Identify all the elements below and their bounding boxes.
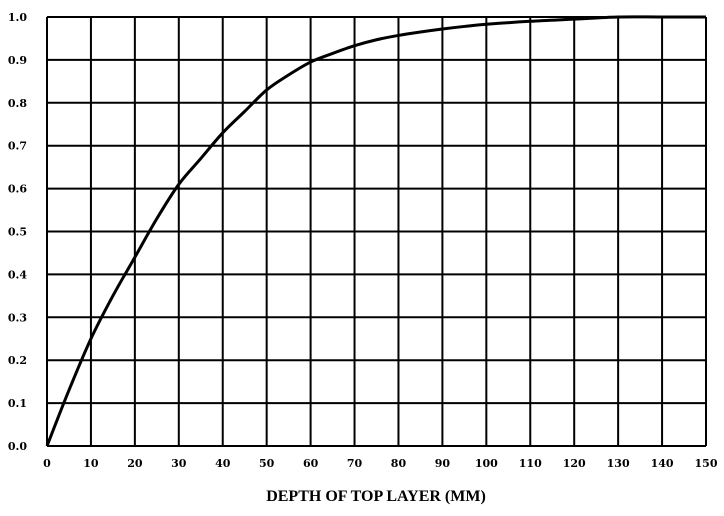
x-tick-label: 140 [651,457,674,470]
x-tick-label: 80 [391,457,407,470]
y-tick-label: 0.7 [8,140,27,153]
x-tick-label: 10 [83,457,99,470]
x-tick-label: 50 [259,457,275,470]
x-tick-label: 40 [215,457,231,470]
x-tick-label: 0 [43,457,51,470]
y-tick-label: 0.5 [8,226,27,239]
y-tick-label: 0.9 [8,54,27,67]
y-tick-label: 0.1 [8,397,27,410]
x-tick-label: 130 [607,457,630,470]
x-axis-label: DEPTH OF TOP LAYER (MM) [266,488,486,505]
x-tick-label: 60 [303,457,319,470]
y-tick-label: 1.0 [8,11,27,24]
x-tick-label: 70 [347,457,363,470]
grid [46,16,707,447]
x-tick-label: 90 [435,457,451,470]
x-tick-label: 100 [475,457,498,470]
y-tick-labels: 0.0 0.1 0.2 0.3 0.4 0.5 0.6 0.7 0.8 0.9 1.0 [8,11,27,453]
y-tick-label: 0.6 [8,183,27,196]
curve-layer [45,15,706,447]
y-tick-label: 0.8 [8,97,27,110]
x-tick-labels: 0 10 20 30 40 50 60 70 80 90 100 110 120 130 140 150 [43,457,718,470]
x-tick-label: 120 [563,457,586,470]
y-tick-label: 0.4 [8,268,27,281]
x-tick-label: 150 [695,457,718,470]
x-tick-label: 30 [171,457,187,470]
series-line [45,15,706,447]
y-tick-label: 0.2 [8,354,27,367]
y-tick-label: 0.0 [8,440,27,453]
y-tick-label: 0.3 [8,311,27,324]
x-tick-label: 110 [519,457,542,470]
x-tick-label: 20 [127,457,143,470]
